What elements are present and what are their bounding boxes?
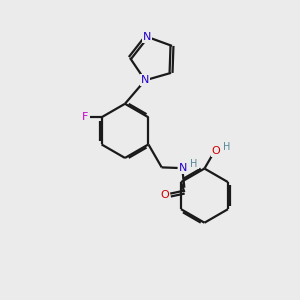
Text: F: F xyxy=(82,112,88,122)
Text: H: H xyxy=(190,158,198,169)
Text: O: O xyxy=(212,146,220,156)
Text: H: H xyxy=(224,142,231,152)
Text: N: N xyxy=(141,75,149,85)
Text: N: N xyxy=(179,163,187,173)
Text: O: O xyxy=(161,190,170,200)
Text: N: N xyxy=(142,32,151,42)
